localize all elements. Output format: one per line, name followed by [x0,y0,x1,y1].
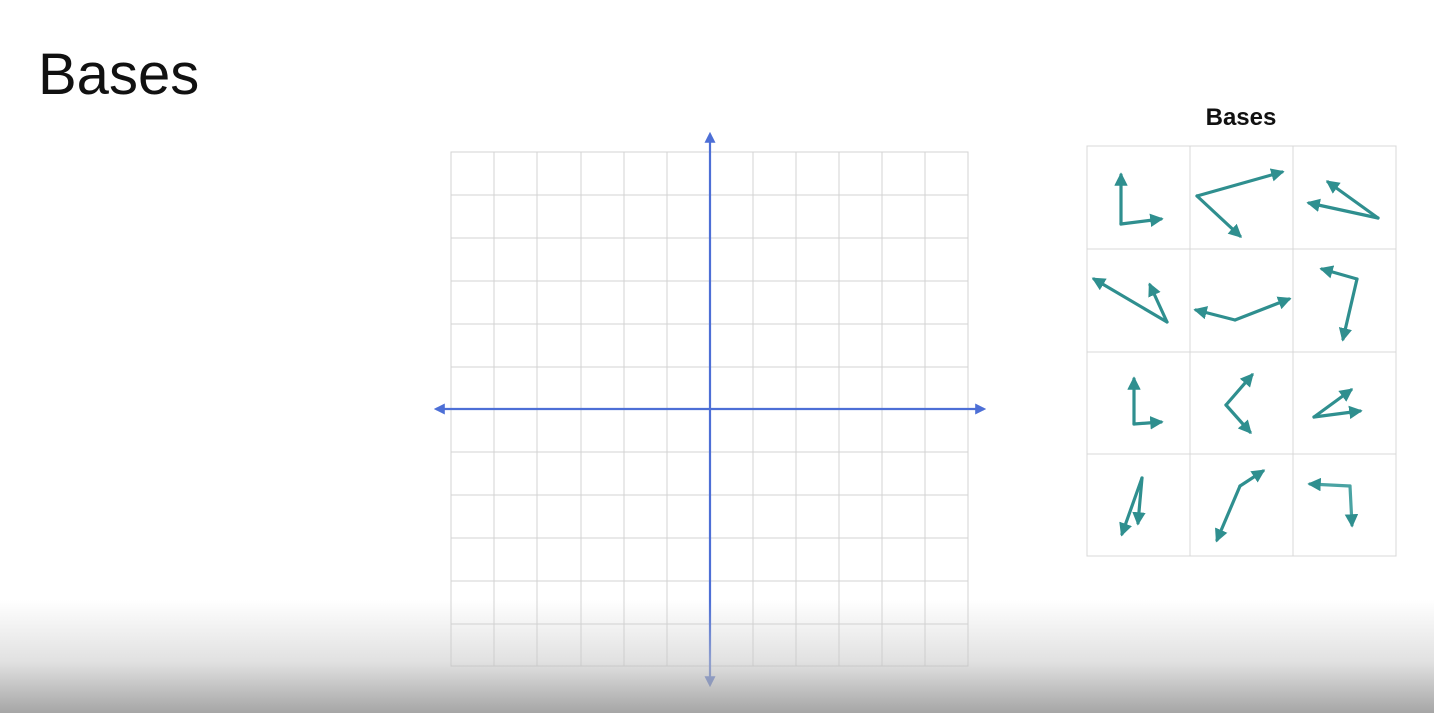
basis-cell-4-2 [1215,469,1266,543]
basis-vector-arrow [1307,477,1352,492]
basis-vector-arrow [1338,277,1359,342]
basis-cell-4-1 [1119,476,1146,537]
basis-cell-2-2 [1193,296,1292,322]
basis-vector-arrow [1091,277,1169,324]
basis-cell-1-2 [1195,168,1285,238]
basis-vector-arrow [1195,194,1242,238]
basis-vector-arrow [1224,403,1252,435]
basis-vector-arrow [1312,405,1363,420]
bases-panel-heading: Bases [1205,104,1277,131]
basis-cell-3-2 [1224,372,1254,435]
basis-cell-3-3 [1312,388,1363,420]
basis-cell-1-3 [1306,180,1380,220]
basis-cell-2-1 [1091,277,1169,324]
basis-cell-3-1 [1127,376,1164,430]
basis-vector-arrow [1325,180,1380,220]
bases-grid-border [1086,145,1397,557]
basis-vector-arrow [1215,484,1242,543]
basis-vector-arrow [1224,372,1254,407]
basis-vector-arrow [1306,198,1380,220]
basis-vector-arrow [1119,213,1164,228]
basis-vector-arrow [1132,416,1164,430]
basis-vector-arrow [1195,168,1285,198]
basis-vector-arrow [1319,265,1359,281]
basis-vector-arrow [1132,476,1146,526]
basis-cell-2-3 [1319,265,1359,342]
basis-vector-arrow [1238,469,1266,488]
basis-vector-arrow [1193,306,1237,322]
basis-vector-arrow [1233,296,1292,322]
basis-cell-4-3 [1307,477,1359,528]
bases-grid [1086,145,1397,557]
basis-vector-arrow [1344,484,1359,528]
basis-vector-arrow [1312,388,1354,419]
basis-cell-1-1 [1114,172,1164,228]
basis-vector-arrow [1148,282,1169,324]
slide-title: Bases [38,42,200,107]
basis-vector-arrow [1119,476,1144,537]
